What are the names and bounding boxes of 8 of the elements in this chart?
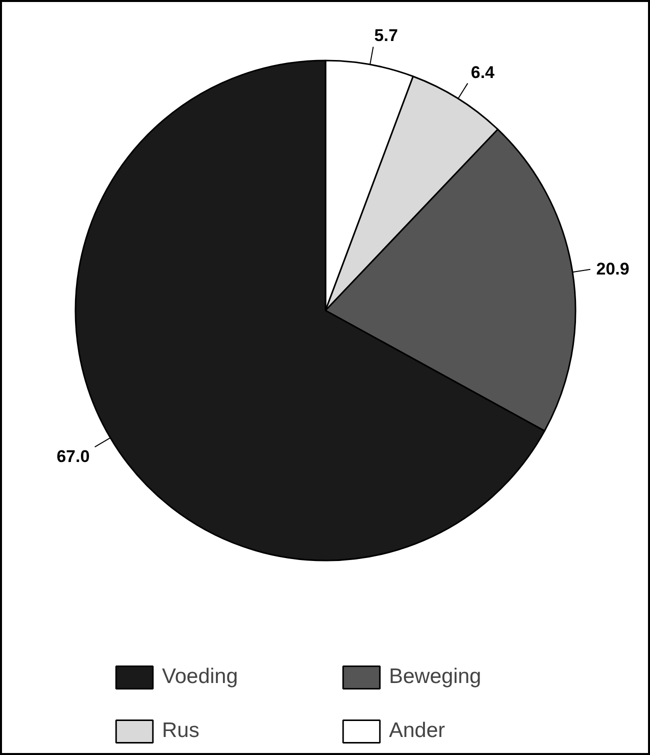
data-label: 67.0 — [56, 446, 90, 466]
data-label: 20.9 — [596, 259, 630, 278]
data-label: 6.4 — [470, 63, 496, 82]
legend-label: Ander — [389, 719, 446, 743]
data-label: 5.7 — [374, 26, 398, 45]
legend-label: Voeding — [162, 665, 239, 689]
legend-label: Beweging — [389, 665, 482, 689]
legend-label: Rus — [162, 719, 200, 743]
